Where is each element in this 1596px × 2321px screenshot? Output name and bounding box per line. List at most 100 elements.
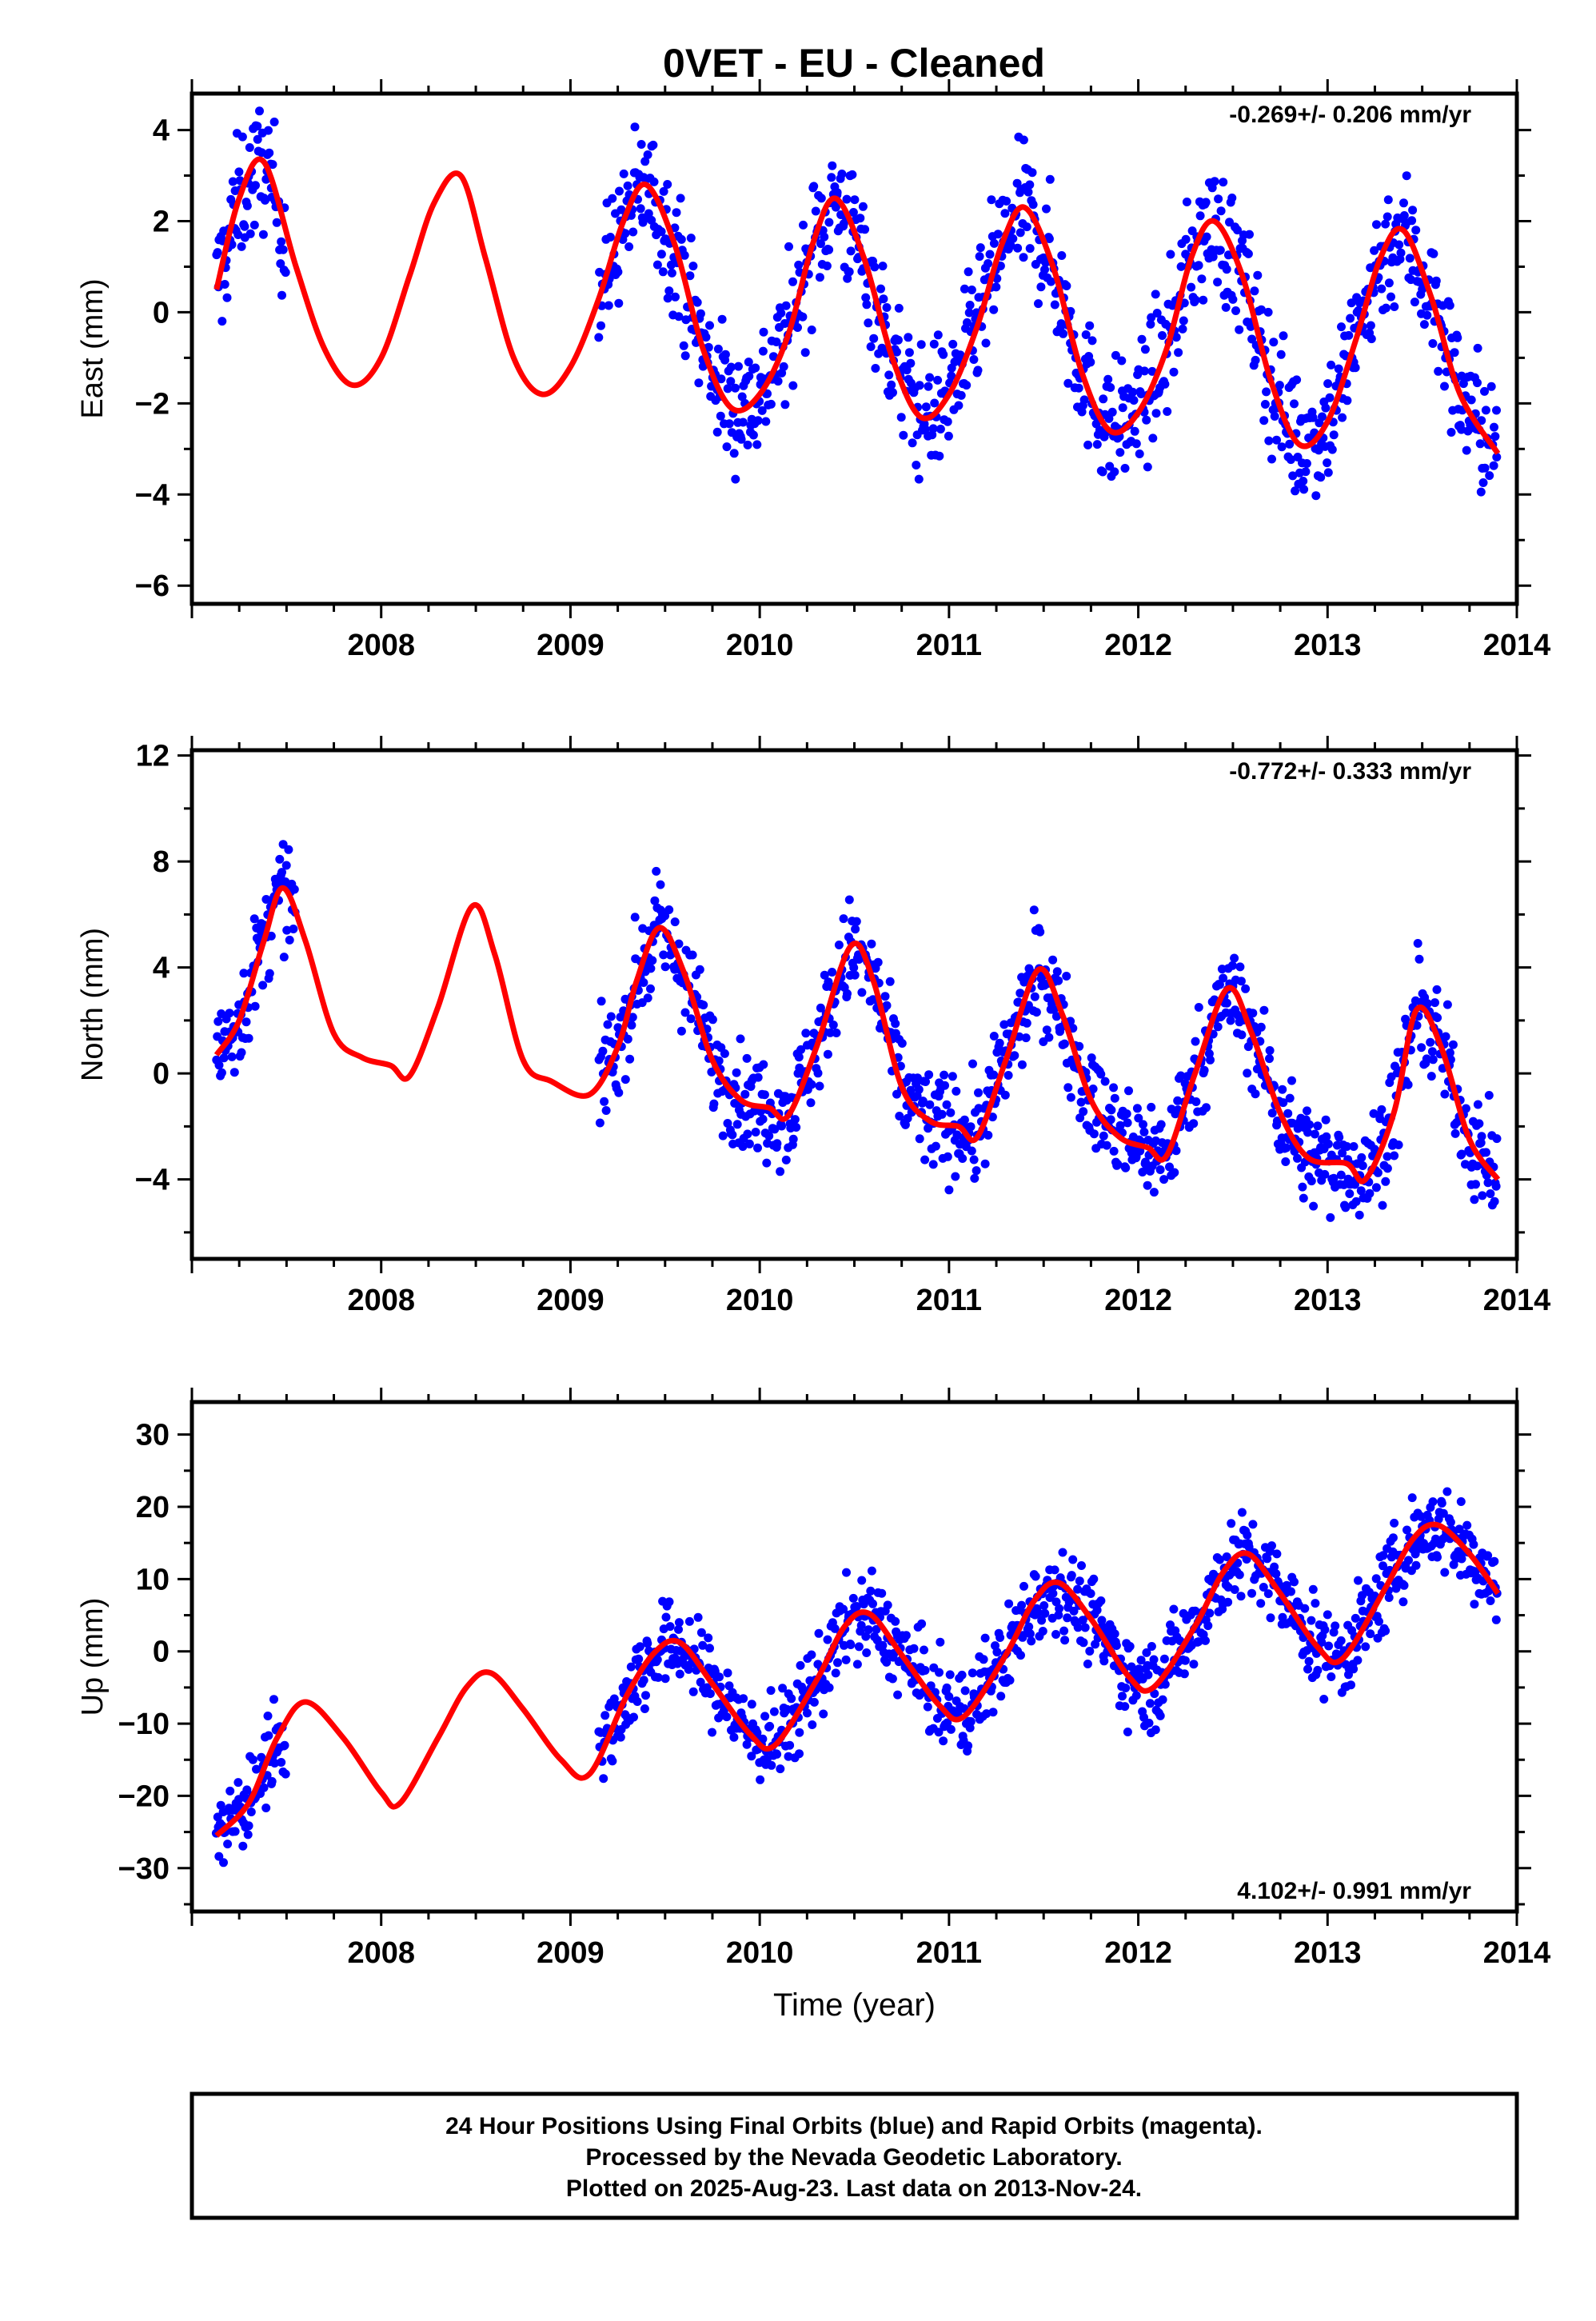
east-data-point [1490,422,1498,432]
east-data-point [929,339,939,349]
up-data-point [1358,1591,1367,1600]
up-data-point [968,1668,977,1678]
up-data-point [1454,1547,1463,1556]
east-data-point [989,305,999,314]
east-data-point [613,267,623,277]
up-data-point [1086,1589,1095,1598]
north-data-point [758,1114,768,1124]
north-data-point [1044,1033,1054,1042]
up-data-point [795,1728,804,1737]
east-data-point [269,118,279,126]
east-data-point [820,232,829,242]
north-data-point [844,895,854,905]
up-data-point [1287,1587,1295,1596]
up-data-point [1248,1520,1258,1529]
east-data-point [249,220,259,230]
up-data-point [1320,1625,1330,1635]
north-data-point [1015,1032,1024,1041]
north-data-point [880,992,890,1001]
north-data-point [1206,1055,1215,1065]
up-data-point [1462,1520,1472,1530]
up-data-point [1067,1571,1076,1580]
up-data-point [1379,1551,1388,1560]
up-data-point [762,1755,772,1764]
east-data-point [1169,367,1179,377]
north-data-point [614,1088,624,1097]
north-data-point [743,1129,752,1139]
north-data-point [969,1155,979,1164]
east-data-point [879,294,888,304]
up-data-point [1347,1680,1355,1690]
up-y-axis-label: Up (mm) [76,1598,110,1716]
north-data-point [732,1068,741,1077]
up-data-point [225,1786,235,1796]
east-data-point [976,243,985,253]
east-data-point [594,333,604,342]
east-data-point [1489,461,1498,470]
north-data-point [895,1112,904,1121]
north-x-tick-label: 2010 [726,1284,794,1317]
north-data-point [1321,1115,1331,1125]
east-panel: 2008 2009 2010 2011 2012 2013 2014 −6 −4 −2 0 2 4 Eas… [76,79,1550,662]
east-data-point [743,440,752,449]
up-data-point [1290,1577,1299,1587]
north-y-tick-label: −4 [135,1164,170,1197]
up-data-point [1313,1665,1323,1675]
up-data-point [729,1732,739,1742]
up-data-point [1160,1680,1170,1689]
north-data-point [674,939,684,949]
up-data-point [1411,1560,1421,1570]
east-data-point [597,321,605,330]
up-data-point [652,1655,662,1664]
up-data-point [814,1628,824,1638]
east-data-point [1050,300,1059,310]
north-data-point [924,1070,934,1080]
east-data-point [858,202,868,211]
east-data-point [1057,251,1067,260]
up-data-point [1055,1604,1064,1613]
north-data-point [1122,1109,1131,1119]
east-data-point [681,315,691,325]
north-data-point [1448,1040,1458,1049]
up-data-point [1486,1596,1495,1605]
north-data-point [1134,1113,1143,1123]
east-data-point [712,427,722,437]
east-data-point [1466,395,1476,405]
east-data-point [1321,403,1331,413]
east-data-point [217,317,227,326]
east-data-point [758,346,768,356]
north-data-point [249,914,259,924]
north-data-point [699,1001,708,1010]
north-data-point [966,1122,976,1132]
east-data-point [1092,440,1102,449]
up-data-point [1247,1588,1256,1598]
east-data-point [1027,168,1037,178]
east-data-point [1099,394,1108,404]
up-data-point [280,1740,289,1750]
north-data-point [723,1119,732,1128]
east-data-point [1129,396,1139,405]
east-data-point [956,390,966,400]
east-data-point [716,411,725,421]
north-data-point [225,1009,234,1018]
north-data-point [597,997,606,1006]
north-y-tick-label: 0 [153,1057,170,1091]
east-data-point [1245,230,1254,239]
east-data-point [1107,407,1117,417]
east-data-point [1381,303,1391,313]
east-data-point [1480,463,1490,473]
north-data-point [843,989,852,998]
up-data-point [1110,1629,1119,1639]
east-data-point [1431,276,1441,286]
up-data-point [785,1740,795,1750]
east-data-point [1338,413,1347,422]
east-data-point [1453,333,1462,342]
north-data-point [1426,1037,1435,1047]
up-data-point [1136,1656,1146,1665]
up-data-point [856,1620,866,1630]
north-data-point [664,905,674,914]
east-data-point [1485,471,1494,481]
north-data-point [794,1053,804,1062]
east-data-point [1276,350,1286,359]
north-data-point [1484,1091,1494,1100]
